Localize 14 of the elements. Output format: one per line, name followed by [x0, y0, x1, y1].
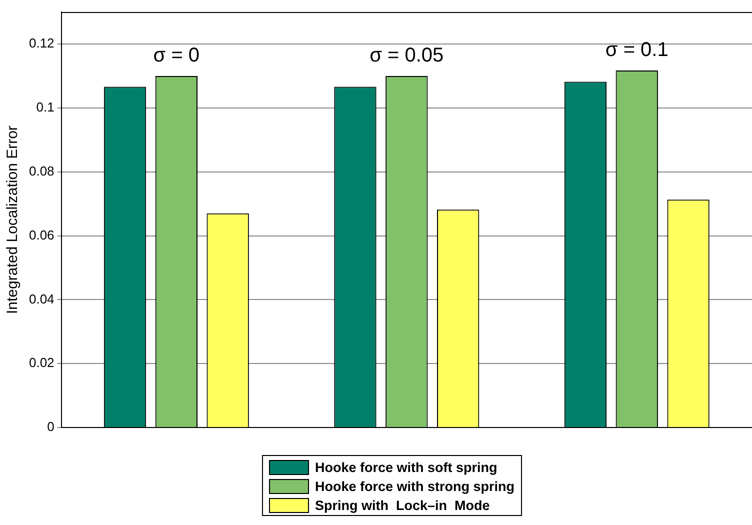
annotation: σ = 0	[153, 44, 200, 66]
legend-label: Hooke force with soft spring	[315, 460, 498, 475]
y-tick-label: 0.12	[28, 36, 54, 51]
y-axis-title: Integrated Localization Error	[4, 126, 22, 314]
legend-label: Spring with Lock–in Mode	[315, 498, 490, 513]
y-tick-label: 0.1	[36, 99, 54, 114]
annotation: σ = 0.05	[370, 44, 444, 66]
y-tick-label: 0.08	[28, 163, 54, 178]
legend-label: Hooke force with strong spring	[315, 479, 515, 494]
annotation: σ = 0.1	[605, 39, 668, 62]
y-tick-label: 0	[47, 419, 54, 434]
y-tick-label: 0.02	[28, 355, 54, 370]
y-tick-label: 0.06	[28, 227, 54, 242]
y-tick-label: 0.04	[28, 291, 54, 306]
